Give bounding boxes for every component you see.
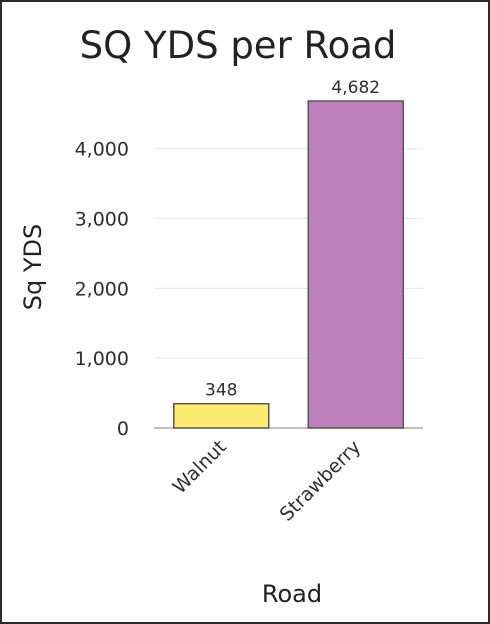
bar-value-label: 348 xyxy=(205,381,237,401)
x-axis-title: Road xyxy=(262,580,322,608)
y-tick-label: 3,000 xyxy=(75,208,129,230)
y-axis-title: Sq YDS xyxy=(19,224,47,310)
y-tick-label: 2,000 xyxy=(75,278,129,300)
x-tick-label: Walnut xyxy=(169,436,231,498)
y-axis-ticks: 0 1,000 2,000 3,000 4,000 xyxy=(75,139,129,440)
y-tick-label: 0 xyxy=(117,418,129,440)
y-tick-label: 4,000 xyxy=(75,139,129,161)
bar-value-labels: 348 4,682 xyxy=(205,78,380,401)
bar-walnut xyxy=(173,402,270,429)
y-tick-label: 1,000 xyxy=(75,348,129,370)
chart-title: SQ YDS per Road xyxy=(80,24,397,67)
x-tick-label: Strawberry xyxy=(276,436,366,526)
x-axis-ticks: Walnut Strawberry xyxy=(169,436,366,526)
bars xyxy=(173,100,404,429)
bar-strawberry xyxy=(307,100,404,429)
bar-value-label: 4,682 xyxy=(331,78,380,98)
